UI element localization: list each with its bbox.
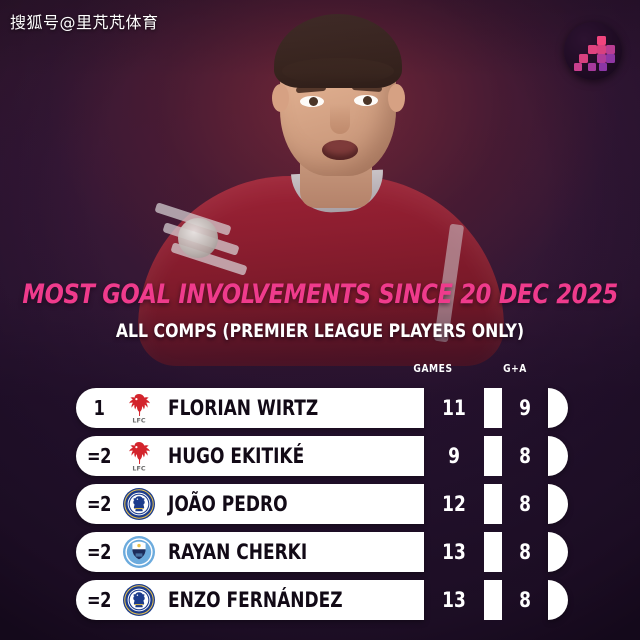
chelsea-crest-icon bbox=[123, 584, 155, 616]
games-value: 11 bbox=[442, 396, 466, 420]
chelsea-crest-icon bbox=[123, 488, 155, 520]
player-pupil bbox=[363, 96, 372, 105]
player-name: FLORIAN WIRTZ bbox=[168, 396, 319, 420]
staircase-squares-logo-icon bbox=[574, 36, 615, 71]
rank-label: =2 bbox=[87, 540, 111, 564]
page-subtitle: ALL COMPS (PREMIER LEAGUE PLAYERS ONLY) bbox=[115, 320, 525, 342]
player-pill: =2 RAYAN CHERKI bbox=[76, 532, 424, 572]
player-ear bbox=[272, 84, 289, 112]
row-end-cap bbox=[548, 532, 568, 572]
row-end-cap bbox=[548, 436, 568, 476]
ga-value: 9 bbox=[519, 396, 531, 420]
club-crest bbox=[122, 583, 156, 617]
ga-value: 8 bbox=[519, 588, 531, 612]
liverpool-crest-icon: LFC bbox=[129, 442, 150, 472]
man-city-crest-icon bbox=[123, 536, 155, 568]
ga-value: 8 bbox=[519, 540, 531, 564]
table-row: =2 JOÃO PEDRO 12 8 bbox=[0, 484, 640, 524]
player-name: HUGO EKITIKÉ bbox=[168, 444, 305, 468]
club-crest: LFC bbox=[122, 391, 156, 425]
rank-label: =2 bbox=[87, 444, 111, 468]
rank-label: =2 bbox=[87, 588, 111, 612]
ga-value: 8 bbox=[519, 444, 531, 468]
leaderboard-rows: 1 LFC FLORIAN WIRTZ 11 9 =2 LFC HUGO EKITIKÉ 9 8 =… bbox=[0, 388, 640, 628]
player-pill: =2 JOÃO PEDRO bbox=[76, 484, 424, 524]
row-separator bbox=[484, 388, 502, 428]
rank-label: 1 bbox=[93, 396, 105, 420]
row-separator bbox=[484, 436, 502, 476]
column-header-ga: G+A bbox=[503, 362, 527, 375]
liverpool-crest-icon: LFC bbox=[129, 394, 150, 424]
row-separator bbox=[484, 532, 502, 572]
player-name: ENZO FERNÁNDEZ bbox=[168, 588, 343, 612]
player-hair bbox=[274, 14, 402, 88]
row-separator bbox=[484, 580, 502, 620]
ga-value: 8 bbox=[519, 492, 531, 516]
player-pill: 1 LFC FLORIAN WIRTZ bbox=[76, 388, 424, 428]
page-title: MOST GOAL INVOLVEMENTS SINCE 20 DEC 2025 bbox=[22, 279, 618, 310]
player-pupil bbox=[309, 97, 318, 106]
svg-text:LFC: LFC bbox=[132, 416, 145, 424]
jersey-badge bbox=[178, 218, 218, 258]
row-end-cap bbox=[548, 484, 568, 524]
column-headers: GAMES G+A bbox=[0, 362, 640, 380]
games-value: 13 bbox=[442, 588, 466, 612]
table-row: 1 LFC FLORIAN WIRTZ 11 9 bbox=[0, 388, 640, 428]
table-row: =2 RAYAN CHERKI 13 8 bbox=[0, 532, 640, 572]
games-value: 12 bbox=[442, 492, 466, 516]
svg-text:LFC: LFC bbox=[132, 464, 145, 472]
row-end-cap bbox=[548, 580, 568, 620]
games-value: 13 bbox=[442, 540, 466, 564]
club-crest bbox=[122, 487, 156, 521]
column-header-games: GAMES bbox=[413, 362, 453, 375]
games-value: 9 bbox=[448, 444, 460, 468]
watermark-text: 搜狐号@里芃芃体育 bbox=[10, 13, 159, 32]
table-row: =2 LFC HUGO EKITIKÉ 9 8 bbox=[0, 436, 640, 476]
headline-block: MOST GOAL INVOLVEMENTS SINCE 20 DEC 2025… bbox=[0, 279, 640, 342]
table-row: =2 ENZO FERNÁNDEZ 13 8 bbox=[0, 580, 640, 620]
row-end-cap bbox=[548, 388, 568, 428]
player-pill: =2 ENZO FERNÁNDEZ bbox=[76, 580, 424, 620]
player-name: JOÃO PEDRO bbox=[168, 492, 288, 516]
brand-logo bbox=[564, 22, 622, 80]
club-crest bbox=[122, 535, 156, 569]
club-crest: LFC bbox=[122, 439, 156, 473]
player-mouth bbox=[322, 140, 358, 160]
player-pill: =2 LFC HUGO EKITIKÉ bbox=[76, 436, 424, 476]
row-separator bbox=[484, 484, 502, 524]
player-nose bbox=[330, 104, 350, 134]
player-ear bbox=[388, 84, 405, 112]
player-name: RAYAN CHERKI bbox=[168, 540, 308, 564]
rank-label: =2 bbox=[87, 492, 111, 516]
